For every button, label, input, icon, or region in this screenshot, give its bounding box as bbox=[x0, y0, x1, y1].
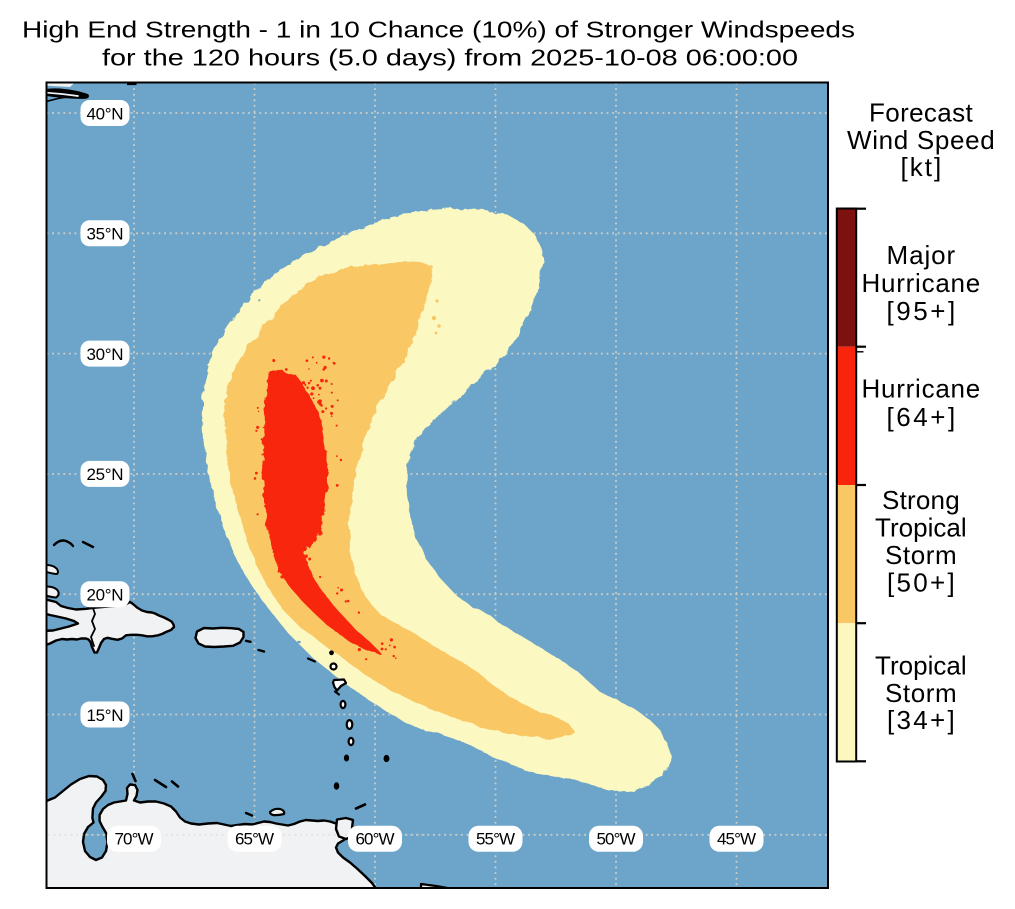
svg-text:70°W: 70°W bbox=[115, 830, 154, 849]
svg-text:[kt]: [kt] bbox=[901, 152, 942, 182]
svg-text:Storm: Storm bbox=[885, 678, 957, 708]
svg-text:Forecast: Forecast bbox=[869, 97, 973, 127]
svg-text:[50+]: [50+] bbox=[887, 568, 955, 598]
svg-text:Major: Major bbox=[887, 240, 956, 270]
svg-text:25°N: 25°N bbox=[87, 465, 124, 484]
svg-text:15°N: 15°N bbox=[87, 706, 124, 725]
svg-text:35°N: 35°N bbox=[87, 225, 124, 244]
svg-text:Tropical: Tropical bbox=[875, 651, 967, 681]
svg-text:Wind Speed: Wind Speed bbox=[847, 125, 995, 155]
svg-text:Hurricane: Hurricane bbox=[862, 374, 981, 404]
svg-text:[95+]: [95+] bbox=[887, 296, 956, 326]
svg-text:[64+]: [64+] bbox=[887, 402, 956, 432]
svg-text:60°W: 60°W bbox=[356, 830, 395, 849]
svg-text:[34+]: [34+] bbox=[887, 705, 955, 735]
svg-text:for the 120 hours (5.0 days) f: for the 120 hours (5.0 days) from 2025-1… bbox=[102, 45, 798, 71]
svg-text:Storm: Storm bbox=[885, 540, 957, 570]
svg-text:30°N: 30°N bbox=[87, 345, 124, 364]
svg-text:45°W: 45°W bbox=[717, 830, 756, 849]
svg-text:Tropical: Tropical bbox=[875, 513, 967, 543]
svg-text:Strong: Strong bbox=[882, 485, 960, 515]
svg-text:20°N: 20°N bbox=[87, 586, 124, 605]
svg-text:50°W: 50°W bbox=[597, 830, 636, 849]
svg-text:40°N: 40°N bbox=[87, 104, 124, 123]
svg-text:Hurricane: Hurricane bbox=[862, 268, 981, 298]
svg-text:55°W: 55°W bbox=[476, 830, 515, 849]
svg-text:High End Strength - 1 in 10 Ch: High End Strength - 1 in 10 Chance (10%)… bbox=[22, 17, 855, 43]
svg-text:65°W: 65°W bbox=[235, 830, 274, 849]
